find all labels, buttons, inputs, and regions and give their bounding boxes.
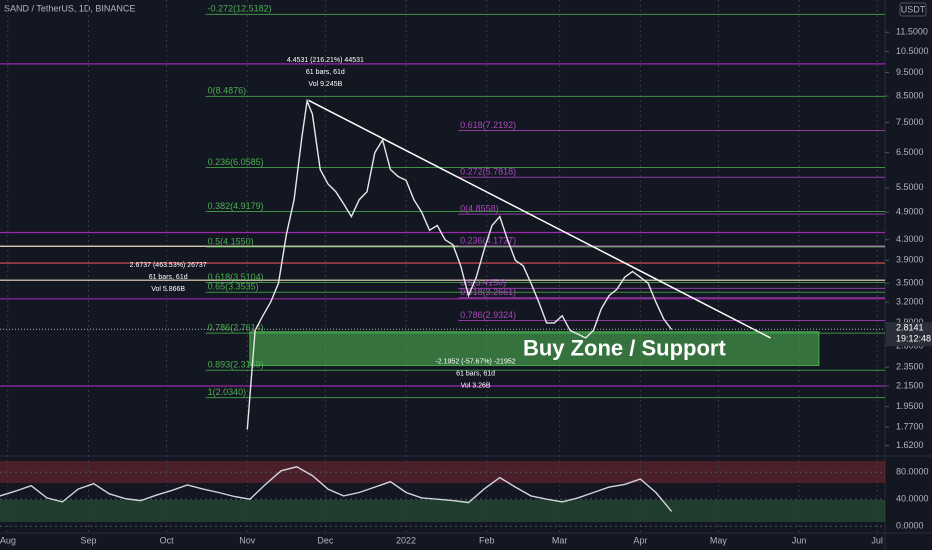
fib-label: 0(8.4876) — [208, 86, 247, 96]
currency-box — [899, 2, 927, 17]
symbol-title: SAND / TetherUS, 1D, BINANCE — [4, 3, 135, 13]
rsi-tick-label: 0.0000 — [896, 521, 924, 531]
x-tick-label: May — [710, 535, 728, 545]
y-tick-label: 6.5000 — [896, 147, 924, 157]
measure-text: Vol 3.26B — [461, 383, 491, 390]
fib-label: 0.5(3.4150) — [460, 278, 506, 288]
fib-label: 0.272(5.7818) — [460, 167, 516, 177]
measure-text: 61 bars, 61d — [306, 69, 345, 76]
y-tick-label: 9.5000 — [896, 67, 924, 77]
x-tick-label: Dec — [317, 535, 334, 545]
last-price: 2.8141 — [896, 323, 924, 333]
fib-label: 0.236(6.0585) — [208, 157, 264, 167]
rsi-line — [0, 466, 673, 512]
rsi-tick-label: 80.0000 — [896, 467, 929, 477]
y-tick-label: 2.1500 — [896, 380, 924, 390]
buy-zone — [249, 331, 820, 366]
x-tick-label: 2022 — [396, 535, 416, 545]
fib-label: -0.272(12.5182) — [208, 4, 272, 14]
rsi-oversold-band — [0, 500, 885, 522]
fib-label: 0.786(2.7614) — [208, 323, 264, 333]
measure-text: 61 bars, 61d — [456, 371, 495, 378]
fib-label: 1(2.0340) — [208, 387, 247, 397]
y-tick-label: 1.6200 — [896, 440, 924, 450]
x-tick-label: Apr — [633, 535, 647, 545]
y-tick-label: 4.3000 — [896, 234, 924, 244]
x-tick-label: Jun — [792, 535, 807, 545]
y-tick-label: 11.5000 — [896, 27, 928, 37]
measure-text: 61 bars, 61d — [149, 274, 188, 281]
x-tick-label: Mar — [552, 535, 568, 545]
y-tick-label: 7.5000 — [896, 117, 924, 127]
price-line — [246, 98, 673, 430]
y-tick-label: 3.2000 — [896, 296, 924, 306]
fib-label: 0.65(3.3535) — [208, 282, 259, 292]
rsi-tick-label: 40.0000 — [896, 494, 929, 504]
measure-text: Vol 9.245B — [308, 81, 342, 88]
countdown: 19:12:48 — [896, 334, 931, 344]
last-price-tag — [886, 322, 932, 347]
fib-label: 0.786(2.9324) — [460, 310, 516, 320]
fib-label: 0.618(3.2661) — [460, 287, 516, 297]
fib-label: 0.382(4.9179) — [208, 201, 264, 211]
y-tick-label: 3.9000 — [896, 255, 924, 265]
measure-text: 2.6737 (463.53%) 26737 — [130, 262, 207, 269]
x-tick-label: Jul — [871, 535, 883, 545]
x-tick-label: Sep — [80, 535, 96, 545]
fib-label: 0.236(4.1737) — [460, 235, 516, 245]
measure-text: Vol 5.866B — [151, 286, 185, 293]
fib-label: 0.618(3.5104) — [208, 272, 264, 282]
zone-label: Buy Zone / Support — [523, 335, 727, 360]
y-tick-label: 5.5000 — [896, 182, 924, 192]
measure-text: -2.1952 (-57.67%) -21952 — [435, 359, 515, 366]
currency: USDT — [901, 4, 926, 14]
x-tick-label: Aug — [0, 535, 16, 545]
y-tick-label: 8.5000 — [896, 90, 924, 100]
fib-label: 0.5(4.1550) — [208, 236, 254, 246]
x-tick-label: Feb — [479, 535, 495, 545]
y-tick-label: 4.9000 — [896, 207, 924, 217]
fib-label: 0.893(2.3169) — [208, 360, 264, 370]
y-tick-label: 3.5000 — [896, 278, 924, 288]
y-tick-label: 1.7700 — [896, 421, 924, 431]
rsi-overbought-band — [0, 461, 885, 483]
x-tick-label: Nov — [239, 535, 256, 545]
x-tick-label: Oct — [160, 535, 175, 545]
y-tick-label: 10.5000 — [896, 46, 929, 56]
y-tick-label: 1.9500 — [896, 401, 924, 411]
measure-text: 4.4531 (216.21%) 44531 — [287, 57, 364, 64]
fib-label: 0(4.8558) — [460, 203, 499, 213]
y-tick-label: 2.3500 — [896, 362, 924, 372]
fib-label: 0.618(7.2192) — [460, 120, 516, 130]
trendline — [308, 99, 771, 339]
